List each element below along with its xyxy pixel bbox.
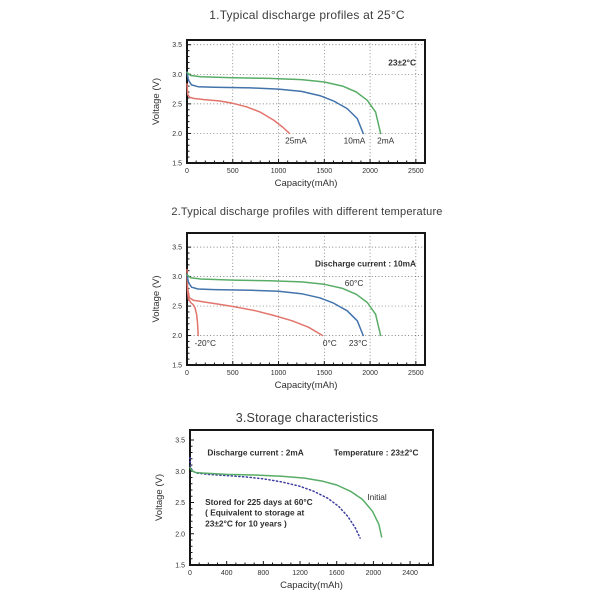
series-60C [186, 274, 382, 337]
y-tick-label: 1.5 [175, 563, 185, 570]
series-label: 23°C [349, 338, 368, 348]
y-tick-label: 2.5 [172, 304, 182, 311]
y-axis-label: Voltage (V) [151, 78, 162, 125]
annotation: 23±2°C for 10 years ) [205, 518, 287, 528]
x-tick-label: 0 [185, 168, 189, 175]
series-23C [186, 273, 364, 337]
chart-discharge-profiles-temperature: 2.Typical discharge profiles with differ… [0, 196, 600, 396]
annotation: 23±2°C [388, 57, 416, 67]
chart-storage-characteristics: 3.Storage characteristics 0 400 800 1200 160… [0, 396, 600, 600]
x-tick-label: 2000 [362, 168, 378, 175]
chart1-plot: 0 500 1000 1500 2000 2500 1.5 2.0 2.5 3.0 3.5 Capac… [151, 39, 426, 189]
y-tick-label: 2.0 [175, 531, 185, 538]
x-tick-label: 1200 [292, 570, 308, 577]
chart3-plot: 0 400 800 1200 1600 2000 2400 1.5 2.0 2.5 3.0 3.5 Ca… [154, 429, 434, 591]
x-axis-label: Capacity(mAh) [275, 380, 338, 391]
series-10mA [186, 71, 364, 135]
x-tick-label: 1500 [317, 168, 333, 175]
annotation: Temperature : 23±2°C [334, 448, 419, 458]
x-tick-label: 1000 [271, 168, 287, 175]
x-tick-label: 1500 [317, 370, 333, 377]
y-tick-label: 3.5 [172, 245, 182, 252]
x-tick-label: 2000 [362, 370, 378, 377]
y-tick-label: 2.0 [172, 333, 182, 340]
x-tick-label: 1000 [271, 370, 287, 377]
y-tick-label: 2.5 [172, 101, 182, 108]
series-label: 2mA [377, 135, 395, 145]
y-tick-label: 1.5 [172, 363, 182, 370]
series-label: 60°C [345, 278, 364, 288]
x-tick-label: 0 [188, 570, 192, 577]
x-tick-label: 800 [258, 570, 270, 577]
chart3-title: 3.Storage characteristics [235, 411, 379, 425]
series-minus20C [186, 274, 199, 337]
plot-frame [186, 39, 426, 164]
series-0C [186, 268, 324, 337]
x-axis-label: Capacity(mAh) [280, 580, 343, 591]
x-tick-label: 500 [227, 168, 239, 175]
chart1-title: 1.Typical discharge profiles at 25°C [209, 8, 405, 22]
plot-frame [186, 232, 426, 366]
chart-discharge-profiles-25c: 1.Typical discharge profiles at 25°C 0 50… [0, 0, 600, 200]
y-axis-label: Voltage (V) [151, 276, 162, 323]
y-axis-label: Voltage (V) [154, 474, 165, 521]
y-tick-label: 3.0 [172, 274, 182, 281]
y-tick-label: 2.0 [172, 131, 182, 138]
series-label: Initial [367, 492, 387, 502]
y-tick-label: 2.5 [175, 500, 185, 507]
x-tick-label: 500 [227, 370, 239, 377]
series-label: -20°C [195, 338, 216, 348]
annotation: ( Equivalent to storage at [205, 508, 304, 518]
annotation: Discharge current : 2mA [207, 448, 303, 458]
y-tick-label: 1.5 [172, 161, 182, 168]
series-label: 25mA [285, 135, 307, 145]
plot-frame [189, 429, 434, 566]
series-label: 0°C [323, 338, 337, 348]
x-tick-label: 2400 [402, 570, 418, 577]
x-tick-label: 0 [185, 370, 189, 377]
x-tick-label: 1600 [329, 570, 345, 577]
y-tick-label: 3.0 [175, 469, 185, 476]
annotation: Stored for 225 days at 60°C [205, 497, 313, 507]
chart2-title: 2.Typical discharge profiles with differ… [171, 206, 443, 218]
y-tick-label: 3.5 [175, 438, 185, 445]
x-tick-label: 2000 [366, 570, 382, 577]
x-tick-label: 2500 [408, 168, 424, 175]
y-tick-label: 3.0 [172, 72, 182, 79]
chart2-plot: 0 500 1000 1500 2000 2500 1.5 2.0 2.5 3.0 3.5 Capac… [151, 232, 426, 391]
series-initial [189, 466, 383, 538]
series-25mA [186, 83, 291, 135]
series-label: 10mA [344, 135, 366, 145]
series-2mA [186, 71, 382, 135]
x-tick-label: 400 [221, 570, 233, 577]
y-tick-label: 3.5 [172, 42, 182, 49]
x-axis-label: Capacity(mAh) [275, 178, 338, 189]
x-tick-label: 2500 [408, 370, 424, 377]
annotation: Discharge current : 10mA [315, 259, 416, 269]
